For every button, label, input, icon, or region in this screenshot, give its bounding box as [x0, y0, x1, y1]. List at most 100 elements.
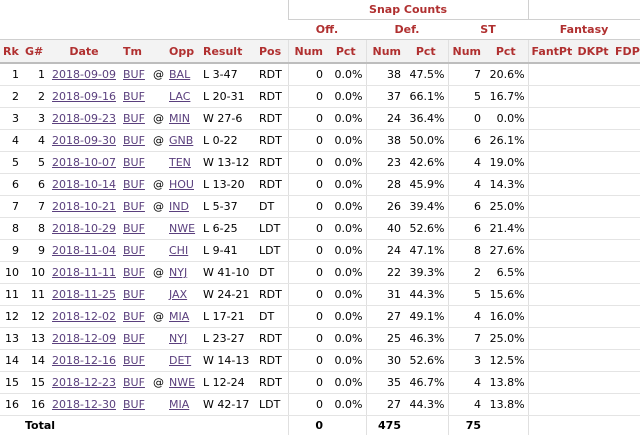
fantpt-cell — [528, 196, 574, 218]
team-link[interactable]: BUF — [123, 332, 145, 345]
team-link: BUF — [120, 152, 150, 174]
off-pct-cell: 0.0% — [326, 130, 366, 152]
date-link[interactable]: 2018-09-23 — [52, 112, 116, 125]
col-fantpt[interactable]: FantPt — [528, 40, 574, 64]
total-fantpt — [528, 416, 574, 435]
date-link[interactable]: 2018-12-30 — [52, 398, 116, 411]
off-num-cell: 0 — [288, 240, 326, 262]
opponent-link[interactable]: MIA — [169, 398, 189, 411]
team-link[interactable]: BUF — [123, 200, 145, 213]
team-link[interactable]: BUF — [123, 68, 145, 81]
fdpt-cell — [612, 262, 640, 284]
col-off-pct[interactable]: Pct — [326, 40, 366, 64]
date-link[interactable]: 2018-12-23 — [52, 376, 116, 389]
team-link[interactable]: BUF — [123, 354, 145, 367]
col-game-num[interactable]: G# — [22, 40, 48, 64]
team-link[interactable]: BUF — [123, 222, 145, 235]
date-link[interactable]: 2018-09-16 — [52, 90, 116, 103]
st-pct-cell: 15.6% — [484, 284, 528, 306]
def-pct-cell: 49.1% — [404, 306, 448, 328]
opponent-link[interactable]: GNB — [169, 134, 193, 147]
col-dkpt[interactable]: DKPt — [574, 40, 612, 64]
date-link[interactable]: 2018-11-04 — [52, 244, 116, 257]
col-st-num[interactable]: Num — [448, 40, 484, 64]
col-date[interactable]: Date — [48, 40, 120, 64]
total-off-num: 0 — [288, 416, 326, 435]
opponent-link[interactable]: IND — [169, 200, 189, 213]
total-fdpt — [612, 416, 640, 435]
opponent-link[interactable]: DET — [169, 354, 191, 367]
team-link[interactable]: BUF — [123, 398, 145, 411]
opponent-link[interactable]: MIA — [169, 310, 189, 323]
def-pct-cell: 44.3% — [404, 394, 448, 416]
def-num-cell: 23 — [366, 152, 404, 174]
def-pct-cell: 52.6% — [404, 350, 448, 372]
date-link: 2018-09-16 — [48, 86, 120, 108]
col-def-num[interactable]: Num — [366, 40, 404, 64]
result-cell: W 24-21 — [200, 284, 256, 306]
opponent-link[interactable]: JAX — [169, 288, 187, 301]
date-link: 2018-11-04 — [48, 240, 120, 262]
def-pct-cell: 66.1% — [404, 86, 448, 108]
date-link[interactable]: 2018-12-16 — [52, 354, 116, 367]
opponent-link[interactable]: BAL — [169, 68, 190, 81]
fdpt-cell — [612, 130, 640, 152]
opponent-link[interactable]: HOU — [169, 178, 194, 191]
opponent-link[interactable]: NYJ — [169, 332, 187, 345]
opponent-link[interactable]: NWE — [169, 376, 195, 389]
team-link: BUF — [120, 394, 150, 416]
team-link[interactable]: BUF — [123, 112, 145, 125]
header-group-row: Snap Counts — [0, 0, 640, 20]
opponent-link[interactable]: NYJ — [169, 266, 187, 279]
date-link[interactable]: 2018-11-11 — [52, 266, 116, 279]
team-link[interactable]: BUF — [123, 90, 145, 103]
team-link[interactable]: BUF — [123, 310, 145, 323]
team-link[interactable]: BUF — [123, 156, 145, 169]
date-link[interactable]: 2018-10-14 — [52, 178, 116, 191]
col-fdpt[interactable]: FDPt — [612, 40, 640, 64]
date-link: 2018-11-25 — [48, 284, 120, 306]
date-link[interactable]: 2018-12-02 — [52, 310, 116, 323]
team-link[interactable]: BUF — [123, 178, 145, 191]
column-header-row: Rk G# Date Tm Opp Result Pos Num Pct Num… — [0, 40, 640, 64]
col-opp[interactable]: Opp — [166, 40, 200, 64]
position-cell: RDT — [256, 372, 288, 394]
home-away-cell — [150, 152, 166, 174]
team-link[interactable]: BUF — [123, 266, 145, 279]
date-link[interactable]: 2018-09-09 — [52, 68, 116, 81]
opponent-link[interactable]: CHI — [169, 244, 188, 257]
opponent-link[interactable]: LAC — [169, 90, 190, 103]
col-pos[interactable]: Pos — [256, 40, 288, 64]
col-result[interactable]: Result — [200, 40, 256, 64]
def-pct-cell: 46.7% — [404, 372, 448, 394]
date-link[interactable]: 2018-10-21 — [52, 200, 116, 213]
date-link[interactable]: 2018-09-30 — [52, 134, 116, 147]
team-link[interactable]: BUF — [123, 376, 145, 389]
opponent-link[interactable]: MIN — [169, 112, 190, 125]
date-link[interactable]: 2018-12-09 — [52, 332, 116, 345]
team-link[interactable]: BUF — [123, 134, 145, 147]
col-def-pct[interactable]: Pct — [404, 40, 448, 64]
date-link[interactable]: 2018-11-25 — [52, 288, 116, 301]
team-link: BUF — [120, 196, 150, 218]
opponent-link[interactable]: NWE — [169, 222, 195, 235]
result-cell: W 41-10 — [200, 262, 256, 284]
opponent-link[interactable]: TEN — [169, 156, 191, 169]
date-link[interactable]: 2018-10-07 — [52, 156, 116, 169]
col-off-num[interactable]: Num — [288, 40, 326, 64]
date-link: 2018-09-23 — [48, 108, 120, 130]
col-st-pct[interactable]: Pct — [484, 40, 528, 64]
off-pct-cell: 0.0% — [326, 328, 366, 350]
off-pct-cell: 0.0% — [326, 86, 366, 108]
position-cell: RDT — [256, 350, 288, 372]
col-home-away — [150, 40, 166, 64]
col-team[interactable]: Tm — [120, 40, 150, 64]
date-link[interactable]: 2018-10-29 — [52, 222, 116, 235]
team-link[interactable]: BUF — [123, 244, 145, 257]
team-link[interactable]: BUF — [123, 288, 145, 301]
dkpt-cell — [574, 196, 612, 218]
col-rk[interactable]: Rk — [0, 40, 22, 64]
dkpt-cell — [574, 86, 612, 108]
